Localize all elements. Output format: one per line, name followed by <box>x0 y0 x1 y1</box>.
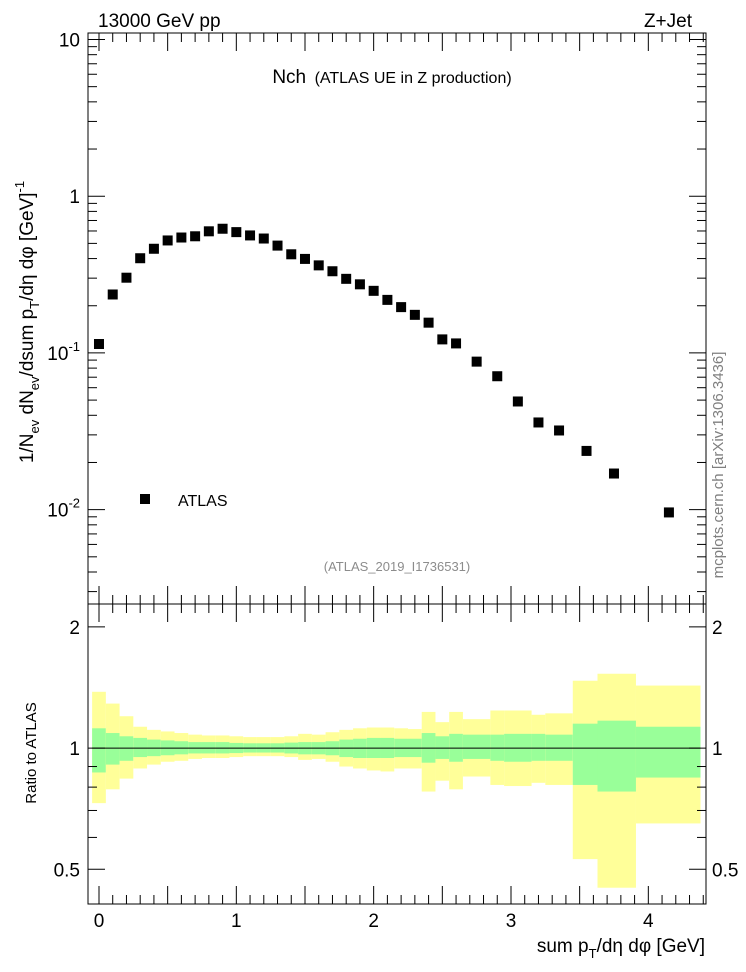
main-plot-panel: 10 1 10-1 10-2 Nch (ATLAS UE in Z productio… <box>12 30 707 605</box>
data-point <box>245 230 256 241</box>
x-tick-label: 2 <box>368 911 379 932</box>
data-point <box>121 272 132 283</box>
ratio-x-ticks: 0 1 2 3 4 <box>94 604 704 932</box>
data-point <box>93 339 104 350</box>
data-point <box>409 309 420 320</box>
data-point <box>382 294 393 305</box>
data-point <box>396 302 407 313</box>
data-point <box>533 417 544 428</box>
plot-title: Nch (ATLAS UE in Z production) <box>272 67 511 88</box>
data-point <box>148 243 159 254</box>
x-tick-label: 1 <box>231 911 242 932</box>
main-y-tick-label: 10-2 <box>47 496 80 522</box>
main-x-ticks <box>98 33 704 604</box>
x-tick-label: 4 <box>643 911 654 932</box>
side-credit: mcplots.cern.ch [arXiv:1306.3436] <box>710 352 727 579</box>
data-point <box>162 235 173 246</box>
main-y-axis-label: 1/Nev dNev/dsum pT/dη dφ [GeV]-1 <box>12 181 42 463</box>
data-point <box>608 468 619 479</box>
data-point <box>176 232 187 243</box>
data-point <box>423 317 434 328</box>
main-y-tick-label: 10-1 <box>47 339 80 365</box>
main-data-points <box>93 223 674 518</box>
data-point <box>554 425 565 436</box>
data-point <box>231 227 242 238</box>
x-tick-label: 0 <box>94 911 105 932</box>
data-point <box>368 285 379 296</box>
ratio-y-ticks: 0.5 0.5 1 1 2 2 <box>54 618 739 881</box>
x-axis-label: sum pT/dη dφ [GeV] <box>537 936 705 961</box>
ratio-band-inner <box>435 736 450 759</box>
data-point <box>299 253 310 264</box>
ratio-plot-panel: 0.5 0.5 1 1 2 2 0 1 2 3 4 Ratio to ATLAS sum pT/d… <box>23 603 739 961</box>
x-tick-label: 3 <box>506 911 517 932</box>
data-point <box>437 334 448 345</box>
data-point <box>327 266 338 277</box>
plot-title-main: Nch <box>272 67 306 88</box>
main-y-ticks: 10 1 10-1 10-2 <box>47 30 706 593</box>
ratio-band-inner <box>105 733 120 765</box>
header-energy-label: 13000 GeV pp <box>98 11 221 32</box>
data-point <box>451 338 462 349</box>
legend-marker <box>140 494 150 504</box>
analysis-id: (ATLAS_2019_I1736531) <box>324 559 470 574</box>
ratio-band-inner <box>92 728 106 773</box>
ratio-y-tick-label: 2 <box>69 618 80 639</box>
ratio-band-inner <box>635 726 701 778</box>
data-point <box>663 507 674 518</box>
legend-label-atlas: ATLAS <box>178 493 228 510</box>
data-point <box>313 260 324 271</box>
ratio-band-inner <box>462 734 491 759</box>
data-point <box>217 223 228 234</box>
ratio-y-axis-label: Ratio to ATLAS <box>23 702 40 803</box>
data-point <box>581 445 592 456</box>
ratio-y-tick-label-right: 1 <box>712 739 723 760</box>
ratio-uncertainty-bands <box>92 673 701 888</box>
data-point <box>258 233 269 244</box>
header-process-label: Z+Jet <box>644 11 693 32</box>
data-point <box>107 289 118 300</box>
data-point <box>190 231 201 242</box>
data-point <box>135 253 146 264</box>
ratio-y-tick-label: 0.5 <box>54 860 80 881</box>
ratio-band-inner <box>133 737 148 758</box>
ratio-band-inner <box>531 733 546 761</box>
data-point <box>341 273 352 284</box>
data-point <box>471 356 482 367</box>
data-point <box>272 240 283 251</box>
data-point <box>512 396 523 407</box>
main-y-tick-label: 1 <box>69 187 80 208</box>
data-point <box>286 249 297 260</box>
ratio-plot-frame <box>87 603 707 905</box>
main-y-tick-label: 10 <box>59 30 80 51</box>
data-point <box>203 226 214 237</box>
data-point <box>492 371 503 382</box>
plot-title-sub: (ATLAS UE in Z production) <box>315 70 512 87</box>
ratio-y-tick-label-right: 2 <box>712 618 723 639</box>
main-plot-frame <box>87 32 707 605</box>
data-point <box>354 279 365 290</box>
ratio-band-inner <box>572 723 598 785</box>
ratio-band-inner <box>597 720 636 792</box>
ratio-y-tick-label-right: 0.5 <box>712 860 738 881</box>
ratio-y-tick-label: 1 <box>69 739 80 760</box>
